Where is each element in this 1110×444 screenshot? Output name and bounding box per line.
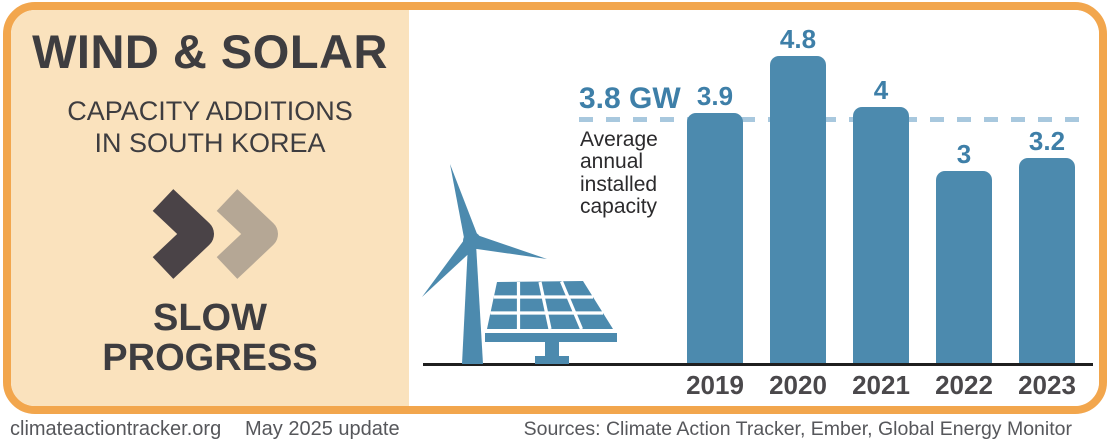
bars-container: 3.9 2019 4.8 2020 4 2021 3 2022 3.2 2023 (409, 10, 1099, 406)
bar-value-label-2019: 3.9 (696, 81, 734, 111)
x-tick-2021: 2021 (852, 370, 910, 400)
headline: WIND & SOLAR (32, 25, 388, 78)
bar-value-label-2023: 3.2 (1028, 126, 1066, 156)
subtitle-line-2: IN SOUTH KOREA (94, 127, 326, 158)
bar-2023 (1019, 158, 1075, 363)
bar-2019 (687, 113, 743, 363)
solar-panel-icon (485, 280, 617, 364)
left-panel: WIND & SOLAR CAPACITY ADDITIONS IN SOUTH… (11, 10, 409, 406)
average-dashed-line (579, 117, 1089, 122)
bar-2020 (770, 56, 826, 363)
tagline-line-1: SLOW (153, 297, 267, 339)
average-description-line: annual (580, 150, 644, 174)
bar-value-label-2021: 4 (873, 75, 889, 105)
x-tick-2022: 2022 (935, 370, 993, 400)
dark-chevron-right-icon (152, 189, 214, 279)
renewables-illustration (422, 164, 617, 364)
x-tick-2019: 2019 (686, 370, 744, 400)
average-description-line: Average (580, 128, 658, 151)
main-card: WIND & SOLAR CAPACITY ADDITIONS IN SOUTH… (3, 2, 1107, 414)
x-axis-line (423, 363, 1093, 366)
x-tick-2023: 2023 (1018, 370, 1076, 400)
bar-value-label-2022: 3 (956, 139, 972, 169)
average-value-label: 3.8 GW (579, 82, 681, 115)
light-chevron-right-icon (216, 189, 278, 279)
average-description: Average annual installed capacity (580, 128, 658, 219)
double-chevron-icon (11, 182, 409, 287)
average-description-line: capacity (580, 195, 658, 219)
x-tick-2020: 2020 (769, 370, 827, 400)
bar-value-label-2020: 4.8 (779, 24, 817, 54)
tagline-line-2: PROGRESS (102, 337, 318, 380)
chevrons-right-icon (152, 189, 278, 279)
tagline: SLOW PROGRESS (11, 298, 409, 379)
bar-2021 (853, 107, 909, 363)
footer-sources: Sources: Climate Action Tracker, Ember, … (523, 418, 1072, 440)
bar-2022 (936, 171, 992, 363)
subtitle: CAPACITY ADDITIONS IN SOUTH KOREA (11, 96, 409, 159)
bar-chart: 3.8 GW Average annual installed capacity… (409, 10, 1099, 406)
footer-site-url: climateactiontracker.org (10, 418, 222, 440)
wind-turbine-icon (422, 164, 547, 364)
footer-update-date: May 2025 update (245, 418, 400, 440)
average-description-line: installed (580, 172, 658, 196)
subtitle-line-1: CAPACITY ADDITIONS (67, 96, 353, 126)
footer: climateactiontracker.org May 2025 update… (0, 417, 1110, 444)
